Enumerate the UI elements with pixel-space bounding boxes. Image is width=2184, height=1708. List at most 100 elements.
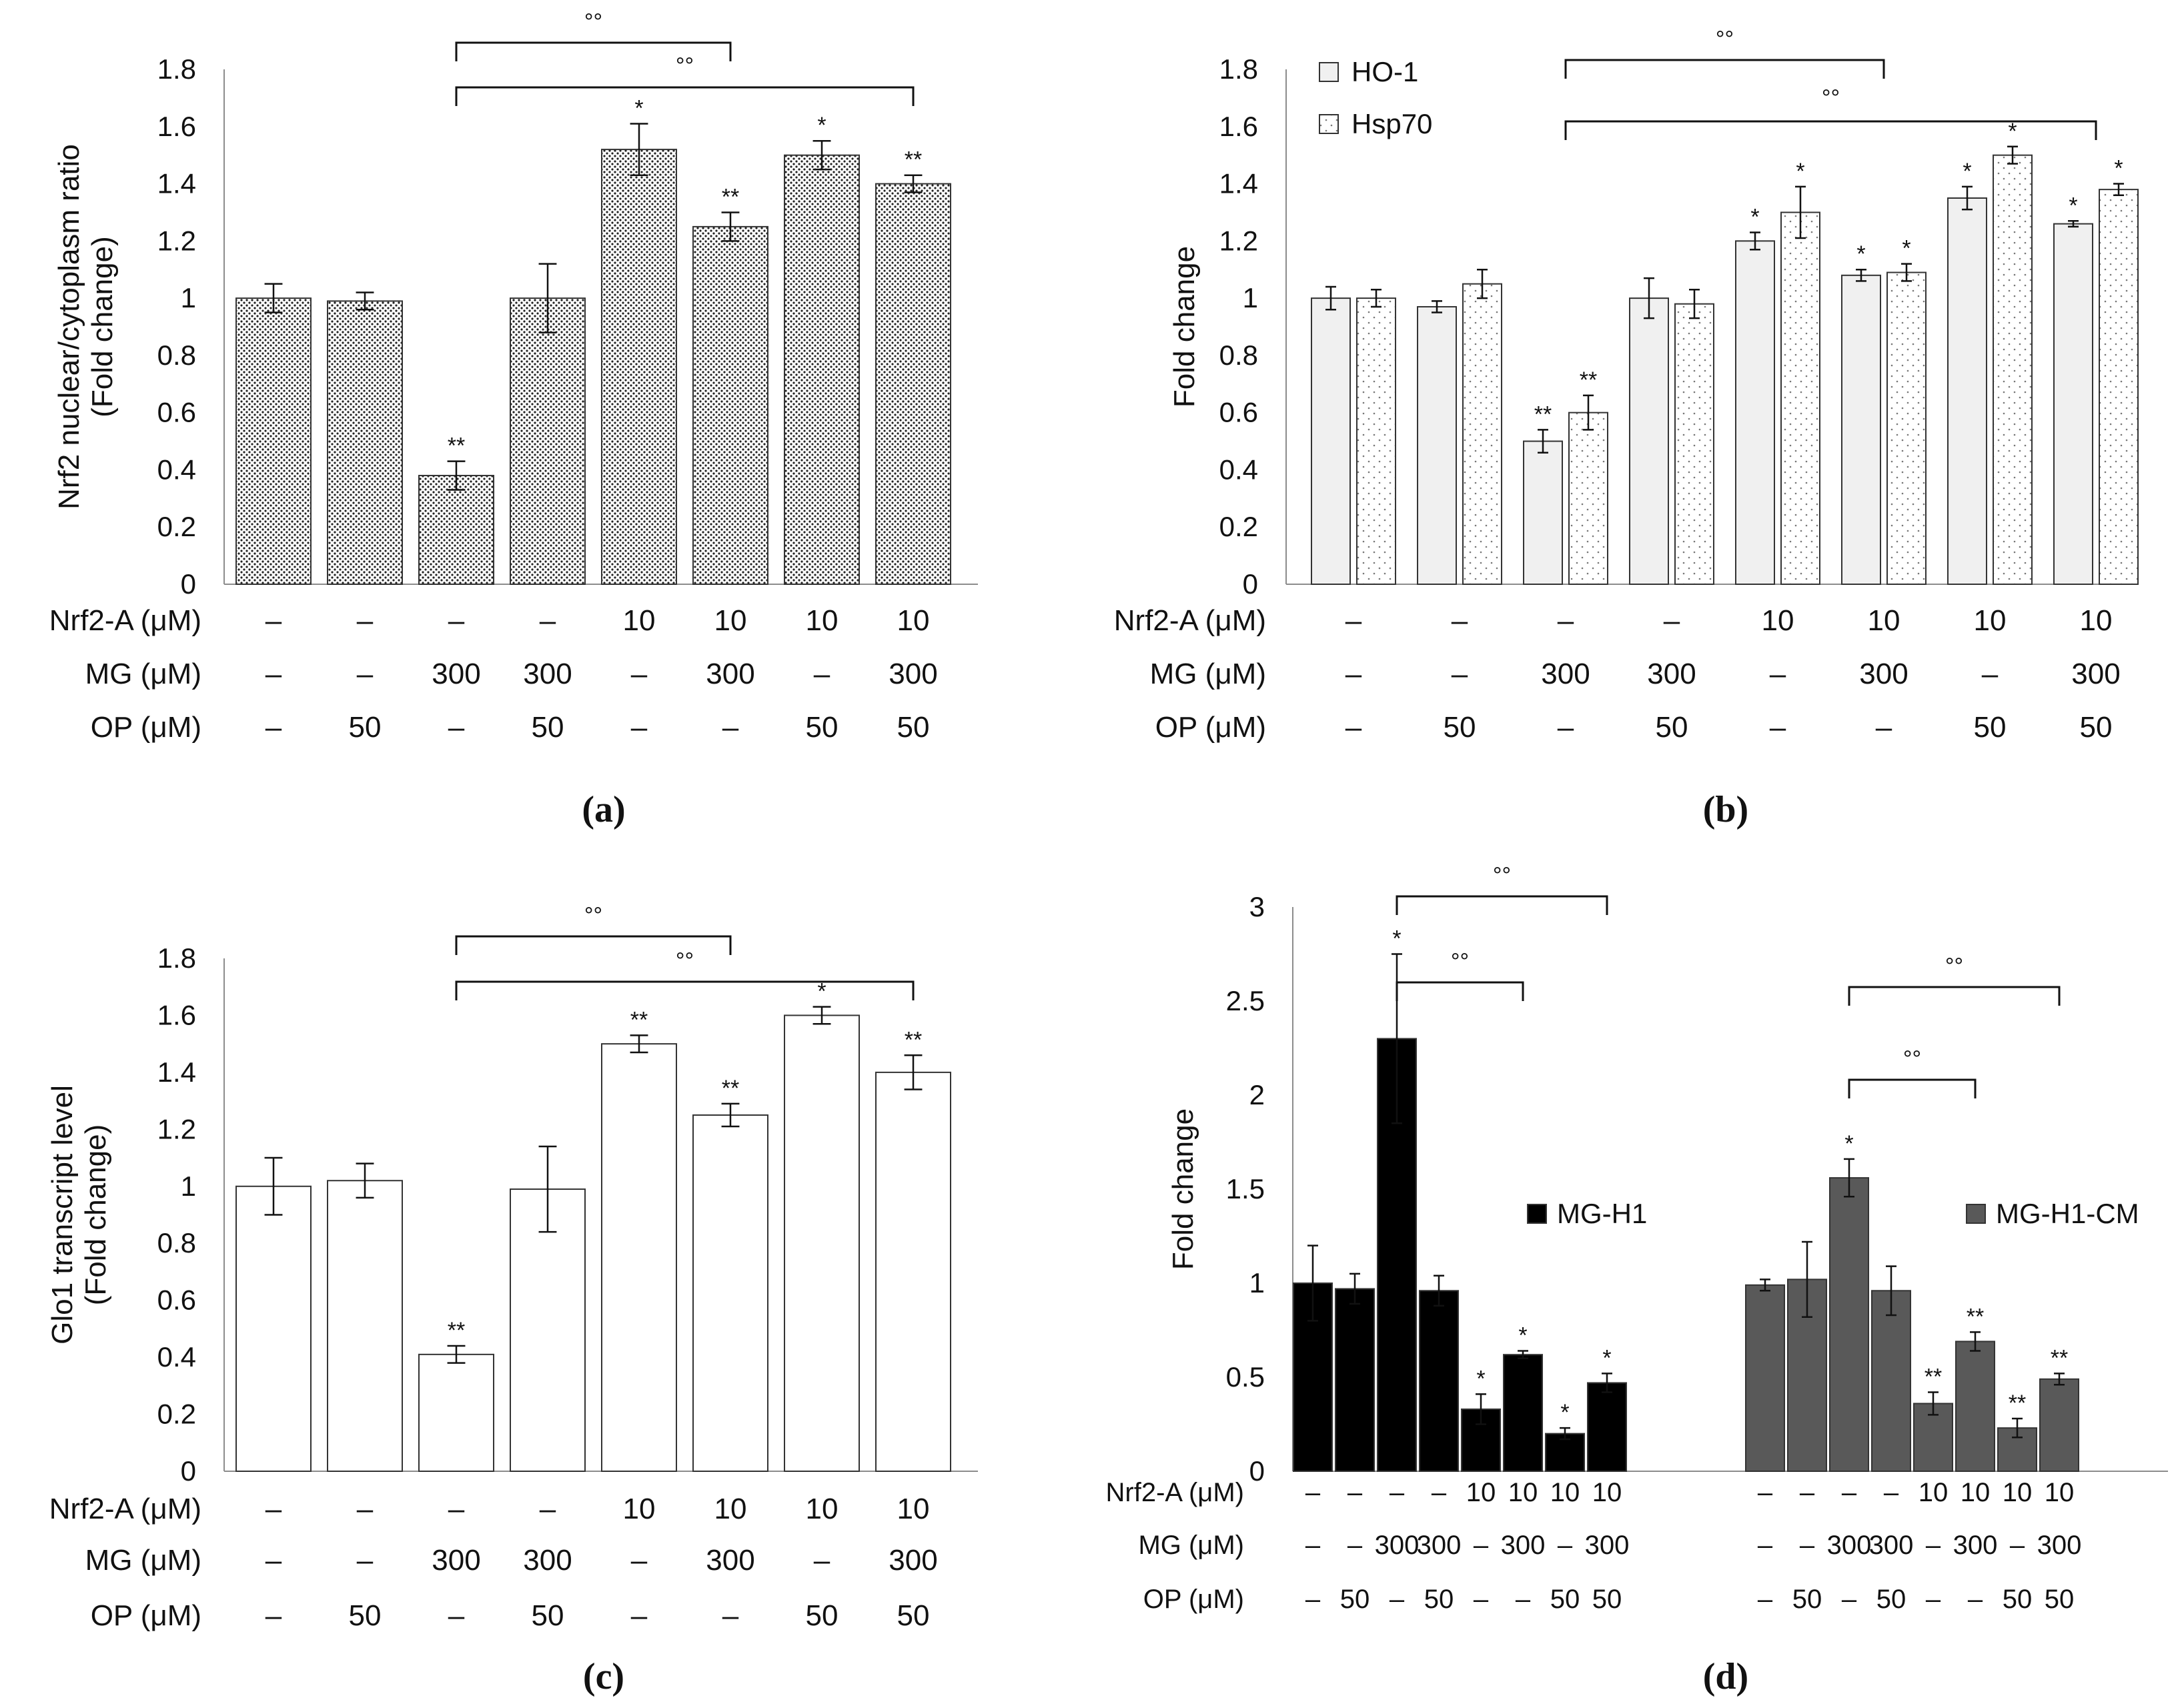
a-condition-value: – <box>631 658 648 690</box>
d-error-bar <box>1970 1331 1981 1352</box>
d-comparison-bracket-3 <box>1848 1078 1977 1098</box>
a-error-bar <box>356 291 374 311</box>
b-error-bar <box>1901 263 1912 282</box>
b-y-tick-label: 0.2 <box>1219 511 1258 542</box>
d-error-bar <box>1518 1350 1528 1360</box>
c-significance-marker: ** <box>722 1076 739 1101</box>
d-condition-value: 300 <box>1827 1531 1872 1560</box>
d-condition-value: – <box>1926 1531 1941 1560</box>
a-y-tick-label: 1.2 <box>157 225 196 256</box>
a-y-tick-label: 1 <box>181 282 196 313</box>
d-condition-value: – <box>1800 1531 1815 1560</box>
d-error-bar <box>1928 1391 1939 1416</box>
c-comparison-bracket-0-marker: °° <box>584 903 602 928</box>
d-error-bar <box>1560 1427 1570 1441</box>
d-condition-value: – <box>1842 1478 1857 1507</box>
d-y-tick-label: 2.5 <box>1226 985 1265 1016</box>
c-y-tick-label: 0.4 <box>157 1341 196 1373</box>
b-error-bar <box>1538 429 1548 454</box>
c-comparison-bracket-0 <box>455 935 732 955</box>
a-condition-value: – <box>722 711 739 744</box>
b-error-bar <box>1432 300 1442 313</box>
d-bar <box>1587 1382 1627 1472</box>
b-bar <box>1993 154 2033 585</box>
d-condition-value: 300 <box>1585 1531 1630 1560</box>
a-y-tick-label: 0.6 <box>157 397 196 428</box>
a-bar <box>418 475 494 585</box>
c-condition-value: 10 <box>623 1493 656 1525</box>
panel-a-chart: (a) 0 0.2 0.4 0.6 0.8 1 1.2 1.4 1.6 1.8 Nrf2 nucle… <box>49 9 978 830</box>
a-y-tick-label: 1.4 <box>157 168 196 199</box>
d-bar <box>1829 1177 1869 1472</box>
c-condition-row-label: MG (μM) <box>85 1544 201 1577</box>
a-bar <box>601 149 677 586</box>
c-y-tick-label: 0 <box>181 1455 196 1487</box>
d-error-bar <box>1476 1393 1486 1425</box>
c-error-bar <box>630 1034 648 1054</box>
b-condition-value: 300 <box>2071 658 2120 690</box>
c-error-bar <box>447 1345 466 1364</box>
b-error-bar <box>2113 183 2124 196</box>
d-legend-swatch <box>1966 1204 1986 1224</box>
c-condition-value: – <box>448 1599 465 1632</box>
a-comparison-bracket-0 <box>455 41 732 61</box>
b-significance-marker: * <box>2114 156 2123 181</box>
c-condition-value: 300 <box>432 1544 480 1577</box>
d-error-bar <box>1434 1274 1444 1307</box>
d-comparison-bracket-0-marker: °° <box>1493 863 1511 888</box>
d-condition-value: 10 <box>1961 1478 1991 1507</box>
a-condition-value: – <box>265 658 282 690</box>
d-y-tick-label: 3 <box>1249 891 1265 922</box>
c-error-bar <box>264 1156 283 1216</box>
b-condition-value: 10 <box>1974 604 2007 637</box>
d-bar <box>1503 1354 1543 1473</box>
b-significance-marker: * <box>2069 193 2077 218</box>
a-condition-row-label: Nrf2-A (μM) <box>49 604 201 637</box>
a-y-tick-label: 0.8 <box>157 339 196 371</box>
b-bar <box>1886 271 1927 585</box>
d-condition-value: 50 <box>1424 1585 1454 1614</box>
d-condition-value: 10 <box>1592 1478 1622 1507</box>
b-condition-row-label: OP (μM) <box>1155 711 1266 744</box>
d-condition-value: – <box>1474 1531 1489 1560</box>
a-condition-value: – <box>265 711 282 744</box>
b-error-bar <box>2068 220 2079 228</box>
b-error-bar <box>2007 145 2018 165</box>
d-condition-value: – <box>1968 1585 1983 1614</box>
a-condition-value: 10 <box>806 604 839 637</box>
d-condition-value: – <box>1347 1531 1363 1560</box>
b-y-tick-label: 1 <box>1243 282 1258 313</box>
a-condition-row-label: MG (μM) <box>85 658 201 690</box>
b-condition-value: – <box>1770 711 1786 744</box>
a-y-tick-label: 1.8 <box>157 53 196 85</box>
c-condition-value: – <box>265 1544 282 1577</box>
c-condition-value: – <box>814 1544 831 1577</box>
b-condition-value: – <box>1876 711 1892 744</box>
d-error-bar <box>1886 1265 1896 1317</box>
a-y-axis-title: (Fold change) <box>86 236 119 417</box>
d-condition-value: – <box>1305 1585 1321 1614</box>
b-significance-marker: * <box>1902 236 1910 261</box>
d-comparison-bracket-2-marker: °° <box>1945 954 1963 979</box>
a-condition-value: – <box>357 604 374 637</box>
b-y-tick-label: 0.8 <box>1219 339 1258 371</box>
d-condition-value: – <box>1800 1478 1815 1507</box>
b-y-tick-label: 1.6 <box>1219 111 1258 142</box>
c-condition-value: 300 <box>889 1544 937 1577</box>
d-error-bar <box>2012 1417 2023 1439</box>
b-bar <box>2053 223 2093 586</box>
d-condition-value: – <box>1926 1585 1941 1614</box>
b-significance-marker: * <box>1750 204 1759 229</box>
d-y-tick-label: 2 <box>1249 1079 1265 1110</box>
c-condition-value: 50 <box>349 1599 382 1632</box>
d-condition-value: – <box>1558 1531 1573 1560</box>
c-condition-value: 10 <box>897 1493 930 1525</box>
d-significance-marker: * <box>1560 1400 1569 1425</box>
c-error-bar <box>904 1054 923 1090</box>
d-condition-value: 50 <box>2003 1585 2033 1614</box>
a-significance-marker: * <box>634 95 643 121</box>
d-condition-value: 300 <box>1869 1531 1914 1560</box>
b-significance-marker: * <box>1796 159 1804 184</box>
a-bar <box>875 183 951 585</box>
d-condition-value: – <box>1474 1585 1489 1614</box>
